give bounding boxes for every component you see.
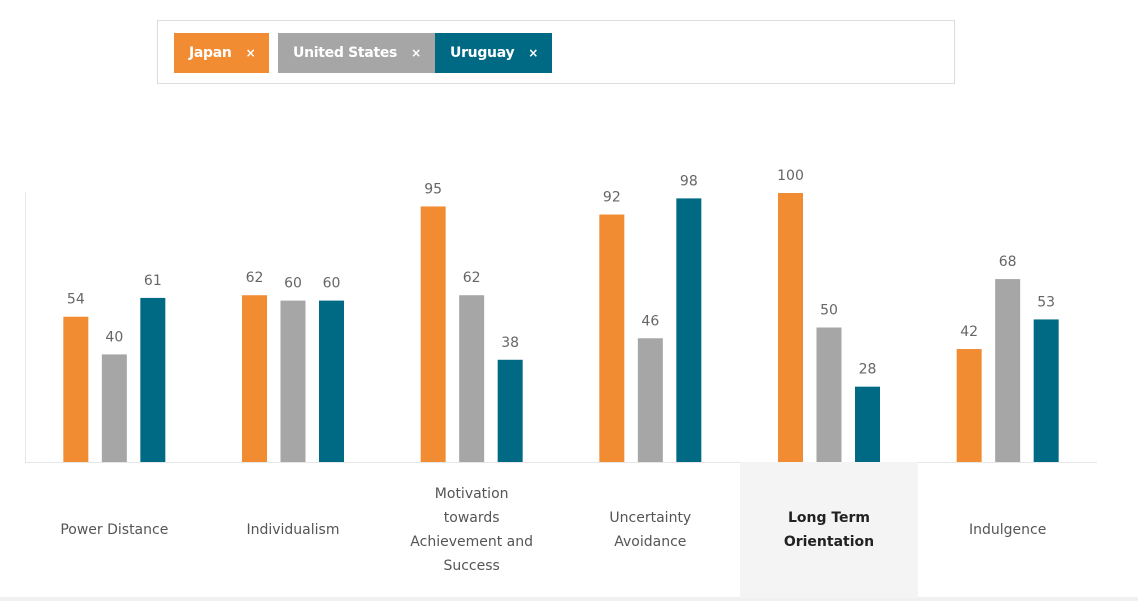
bottom-border: [0, 597, 1138, 601]
data-label: 53: [1037, 294, 1055, 310]
country-selector[interactable]: Japan × United States × Uruguay ×: [157, 20, 955, 84]
bar: [319, 300, 344, 462]
data-label: 40: [105, 329, 123, 345]
x-tick-label: Uncertainty Avoidance: [609, 510, 692, 550]
bar: [1033, 319, 1059, 462]
data-label: 60: [284, 276, 302, 292]
data-label: 98: [680, 173, 698, 189]
data-label: 62: [246, 270, 264, 286]
data-label: 92: [603, 190, 621, 206]
bar: [420, 206, 446, 462]
bar: [140, 297, 166, 462]
x-tick-label: Motivation towards Achievement and Succe…: [410, 486, 534, 574]
legend-label: United States: [293, 45, 398, 61]
bar: [676, 198, 702, 462]
legend-label: Uruguay: [450, 45, 515, 61]
data-label: 38: [501, 335, 519, 351]
legend-chip[interactable]: United States ×: [278, 33, 435, 73]
remove-button[interactable]: ×: [245, 46, 256, 60]
bar: [63, 316, 89, 462]
bar: [280, 300, 306, 462]
data-label: 50: [820, 303, 838, 319]
data-label: 46: [641, 313, 659, 329]
x-tick-label: Individualism: [246, 522, 340, 538]
legend-chip[interactable]: Japan ×: [174, 33, 270, 73]
bar: [778, 193, 803, 462]
bar: [956, 349, 982, 462]
bar: [599, 214, 625, 462]
data-label: 54: [67, 292, 85, 308]
legend-chip[interactable]: Uruguay ×: [435, 33, 553, 73]
x-tick-label: Indulgence: [968, 522, 1047, 538]
legend-label: Japan: [189, 45, 232, 61]
bar: [242, 295, 267, 462]
data-label: 42: [960, 324, 978, 340]
bar: [101, 354, 127, 462]
bar: [497, 359, 523, 462]
bar: [855, 386, 880, 462]
x-tick-label[interactable]: Long Term Orientation: [739, 462, 919, 598]
data-label: 100: [777, 168, 804, 184]
bar: [459, 295, 485, 462]
data-label: 68: [999, 254, 1017, 270]
bar: [995, 279, 1021, 462]
data-label: 62: [463, 270, 481, 286]
data-label: 28: [859, 362, 877, 378]
data-label: 60: [323, 276, 341, 292]
remove-button[interactable]: ×: [528, 46, 539, 60]
bar: [816, 327, 842, 462]
bar: [637, 338, 663, 462]
data-label: 61: [144, 273, 162, 289]
remove-button[interactable]: ×: [411, 46, 421, 60]
data-label: 95: [424, 181, 442, 197]
x-tick-label: Power Distance: [60, 522, 169, 538]
